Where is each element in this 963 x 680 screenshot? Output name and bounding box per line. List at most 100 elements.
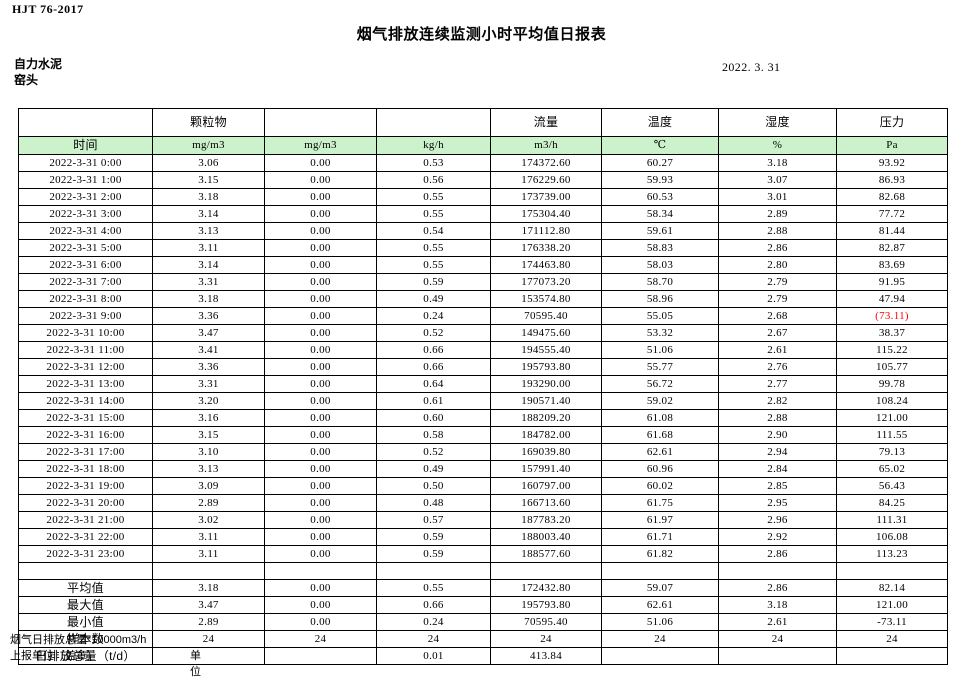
submit-unit-label: 上报单位（盖章）	[10, 650, 98, 662]
cell-value: 3.16	[152, 409, 265, 427]
cell-value: 0.00	[264, 154, 377, 172]
cell-value: 61.68	[601, 426, 719, 444]
cell-value: 0.00	[264, 392, 377, 410]
cell-value: 3.41	[152, 341, 265, 359]
cell-summary-value: 70595.40	[490, 613, 602, 631]
cell-summary-value: 24	[376, 630, 491, 648]
cell-summary-value: 51.06	[601, 613, 719, 631]
cell-value: 3.36	[152, 358, 265, 376]
table-summary-row: 日排放总量（t/d） 0.01 413.84	[18, 647, 948, 665]
table-row: 2022-3-31 12:00 3.36 0.00 0.66 195793.80 55.7…	[18, 358, 948, 376]
cell-value: 2.61	[718, 341, 837, 359]
table-row: 2022-3-31 18:00 3.13 0.00 0.49 157991.40 60.9…	[18, 460, 948, 478]
cell-value: 149475.60	[490, 324, 602, 342]
cell-value: 0.52	[376, 443, 491, 461]
cell-value: 0.53	[376, 154, 491, 172]
group-header-cell: 温度	[601, 108, 719, 137]
cell-time: 2022-3-31 17:00	[18, 443, 153, 461]
cell-summary-value: 62.61	[601, 596, 719, 614]
footer-block: 烟气日排放总量*10000m3/h 上报单位（盖章） 单位	[10, 632, 201, 678]
cell-value: 0.61	[376, 392, 491, 410]
cell-value: 2.68	[718, 307, 837, 325]
cell-value: 177073.20	[490, 273, 602, 291]
table-row: 2022-3-31 21:00 3.02 0.00 0.57 187783.20 61.9…	[18, 511, 948, 529]
cell-value: 3.06	[152, 154, 265, 172]
table-summary-row: 样本数 24 24 24 24 24 24 24	[18, 630, 948, 648]
cell-summary-value: 3.18	[718, 596, 837, 614]
cell-summary-label: 平均值	[18, 579, 153, 597]
cell-summary-value: 0.24	[376, 613, 491, 631]
report-date: 2022. 3. 31	[722, 60, 781, 74]
cell-value: 0.00	[264, 239, 377, 257]
cell-value: (73.11)	[836, 307, 948, 325]
cell-value: 2.85	[718, 477, 837, 495]
cell-value: 61.75	[601, 494, 719, 512]
cell-value: 0.50	[376, 477, 491, 495]
cell-value: 2.67	[718, 324, 837, 342]
cell-value: 108.24	[836, 392, 948, 410]
cell-summary-value: 24	[152, 630, 265, 648]
column-header-time: 时间	[18, 136, 153, 155]
cell-value: 193290.00	[490, 375, 602, 393]
cell-value: 3.18	[718, 154, 837, 172]
cell-value: 61.82	[601, 545, 719, 563]
cell-value: 3.01	[718, 188, 837, 206]
cell-value: 59.61	[601, 222, 719, 240]
cell-summary-value	[601, 647, 719, 665]
cell-value: 83.69	[836, 256, 948, 274]
cell-value: 3.31	[152, 375, 265, 393]
cell-summary-value: 24	[836, 630, 948, 648]
cell-value: 91.95	[836, 273, 948, 291]
cell-value: 0.00	[264, 375, 377, 393]
cell-value: 55.05	[601, 307, 719, 325]
unit-label: 单位	[190, 650, 201, 678]
cell-value: 0.00	[264, 188, 377, 206]
cell-value: 2.92	[718, 528, 837, 546]
cell-value: 0.00	[264, 341, 377, 359]
cell-value: 2.94	[718, 443, 837, 461]
group-header-cell	[18, 108, 153, 137]
cell-summary-label: 最大值	[18, 596, 153, 614]
cell-summary-value	[152, 647, 265, 665]
cell-value: 0.55	[376, 205, 491, 223]
column-header-unit: Pa	[836, 136, 948, 155]
cell-summary-label: 最小值	[18, 613, 153, 631]
cell-value: 2.76	[718, 358, 837, 376]
cell-summary-value: 0.66	[376, 596, 491, 614]
cell-value: 81.44	[836, 222, 948, 240]
cell-time: 2022-3-31 3:00	[18, 205, 153, 223]
table-row: 2022-3-31 16:00 3.15 0.00 0.58 184782.00 61.6…	[18, 426, 948, 444]
cell-value: 153574.80	[490, 290, 602, 308]
cell-value: 0.00	[264, 171, 377, 189]
cell-time: 2022-3-31 13:00	[18, 375, 153, 393]
cell-value: 0.59	[376, 545, 491, 563]
table-group-header-row: 颗粒物 流量 温度 湿度 压力	[18, 108, 948, 137]
table-row: 2022-3-31 23:00 3.11 0.00 0.59 188577.60 61.8…	[18, 545, 948, 563]
cell-value: 121.00	[836, 409, 948, 427]
cell-time: 2022-3-31 10:00	[18, 324, 153, 342]
group-header-cell: 湿度	[718, 108, 837, 137]
cell-summary-value: 59.07	[601, 579, 719, 597]
cell-value: 0.00	[264, 222, 377, 240]
cell-time: 2022-3-31 6:00	[18, 256, 153, 274]
cell-empty	[376, 562, 491, 580]
table-row: 2022-3-31 1:00 3.15 0.00 0.56 176229.60 59.93…	[18, 171, 948, 189]
table-summary-row: 最小值 2.89 0.00 0.24 70595.40 51.06 2.61 -73.11	[18, 613, 948, 631]
cell-value: 195793.80	[490, 358, 602, 376]
cell-value: 61.71	[601, 528, 719, 546]
cell-value: 0.64	[376, 375, 491, 393]
cell-value: 86.93	[836, 171, 948, 189]
table-row: 2022-3-31 4:00 3.13 0.00 0.54 171112.80 59.61…	[18, 222, 948, 240]
page-title: 烟气排放连续监测小时平均值日报表	[356, 26, 607, 43]
cell-summary-value: 172432.80	[490, 579, 602, 597]
cell-value: 188209.20	[490, 409, 602, 427]
table-unit-header-row: 时间 mg/m3 mg/m3 kg/h m3/h ℃% Pa	[18, 136, 948, 155]
group-header-cell	[376, 108, 491, 137]
cell-time: 2022-3-31 0:00	[18, 154, 153, 172]
cell-time: 2022-3-31 20:00	[18, 494, 153, 512]
cell-value: 111.55	[836, 426, 948, 444]
cell-value: 59.93	[601, 171, 719, 189]
cell-summary-value: 24	[264, 630, 377, 648]
cell-empty	[152, 562, 265, 580]
cell-value: 0.00	[264, 273, 377, 291]
